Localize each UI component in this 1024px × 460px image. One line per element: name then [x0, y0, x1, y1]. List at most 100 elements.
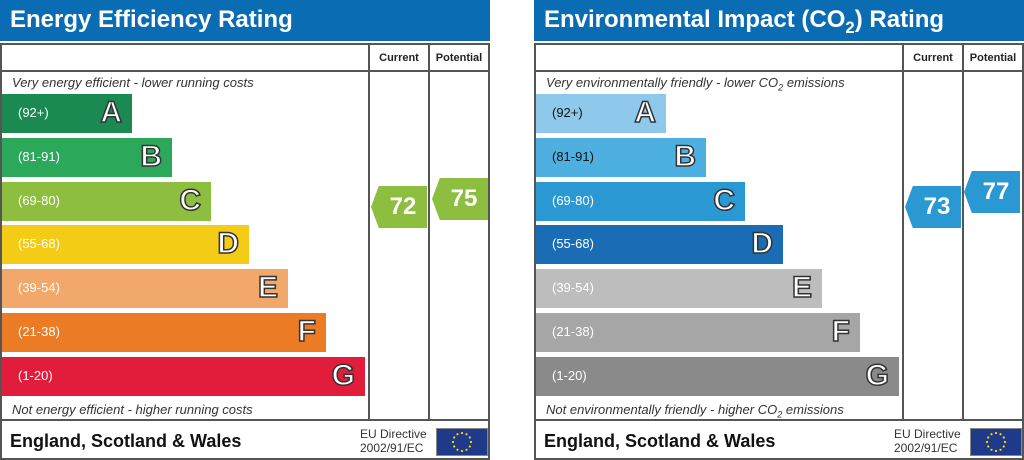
note-end: emissions: [783, 75, 845, 90]
star-icon: [990, 448, 993, 451]
eu-directive: EU Directive 2002/91/EC: [360, 427, 427, 455]
band-range: (1-20): [552, 367, 587, 383]
current-rating-value: 72: [389, 193, 417, 220]
divider: [902, 45, 904, 421]
title-text: Energy Efficiency Rating: [10, 6, 293, 33]
band-range: (1-20): [18, 367, 53, 383]
eu-line1: EU Directive: [894, 427, 961, 441]
star-icon: [453, 436, 456, 439]
star-icon: [1003, 440, 1007, 444]
band-range: (21-38): [18, 324, 60, 339]
eu-flag-icon: [970, 428, 1022, 456]
energy-efficiency-panel: Energy Efficiency Rating Current Potenti…: [0, 0, 490, 460]
top-note: Very energy efficient - lower running co…: [12, 75, 254, 90]
star-icon: [468, 436, 471, 439]
star-icon: [1002, 436, 1005, 439]
potential-header: Potential: [969, 52, 1017, 64]
star-icon: [994, 431, 998, 435]
band-f: (21-38) F: [536, 313, 860, 352]
current-header: Current: [379, 52, 419, 64]
band-range: (39-54): [552, 280, 594, 296]
star-icon: [451, 440, 455, 444]
star-icon: [987, 436, 990, 439]
current-rating-arrow: 72: [371, 186, 427, 228]
star-icon: [456, 433, 459, 436]
band-a: (92+) A: [2, 94, 132, 133]
potential-header: Potential: [435, 52, 483, 64]
star-icon: [994, 449, 998, 453]
eu-flag-icon: [436, 428, 488, 456]
star-icon: [468, 445, 471, 448]
star-icon: [456, 448, 459, 451]
panel-title: Energy Efficiency Rating: [0, 0, 490, 41]
divider: [368, 45, 370, 421]
band-range: (39-54): [18, 280, 60, 296]
note-sub: 2: [777, 409, 783, 420]
band-range: (55-68): [18, 236, 60, 252]
potential-rating-arrow: 75: [432, 178, 488, 220]
eu-directive: EU Directive 2002/91/EC: [894, 427, 961, 455]
band-letter: F: [831, 314, 851, 349]
note-text: Not environmentally friendly - higher CO: [546, 402, 778, 417]
band-letter: G: [865, 358, 890, 393]
region-label: England, Scotland & Wales: [544, 431, 776, 451]
bottom-note: Not environmentally friendly - higher CO…: [546, 402, 844, 420]
band-d: (55-68) D: [2, 225, 249, 265]
band-letter: C: [179, 183, 202, 218]
rating-table: Current Potential Very environmentally f…: [534, 43, 1024, 460]
band-b: (81-91) B: [536, 137, 706, 177]
band-g: (1-20) G: [536, 356, 899, 396]
title-sub: 2: [845, 17, 855, 37]
divider: [536, 419, 1022, 421]
band-letter: E: [791, 270, 813, 305]
potential-rating-arrow: 77: [964, 171, 1020, 213]
band-letter: D: [751, 227, 774, 262]
star-icon: [465, 433, 468, 436]
band-a: (92+) A: [536, 94, 666, 133]
title-end: ) Rating: [854, 6, 945, 33]
eu-line2: 2002/91/EC: [360, 441, 424, 455]
current-header: Current: [913, 52, 953, 64]
region-label: England, Scotland & Wales: [10, 431, 242, 451]
star-icon: [990, 433, 993, 436]
star-icon: [999, 433, 1002, 436]
title-text: Environmental Impact (CO: [544, 6, 846, 33]
current-rating-arrow: 73: [905, 186, 961, 228]
star-icon: [999, 448, 1002, 451]
band-range: (81-91): [552, 148, 594, 164]
band-letter: E: [257, 270, 279, 305]
star-icon: [469, 440, 473, 444]
divider: [536, 70, 1022, 72]
band-c: (69-80) C: [2, 181, 211, 221]
band-letter: C: [713, 183, 736, 218]
band-range: (92+): [552, 105, 583, 120]
band-letter: A: [634, 95, 657, 130]
band-e: (39-54) E: [536, 269, 822, 309]
potential-rating-value: 77: [982, 178, 1010, 205]
star-icon: [465, 448, 468, 451]
divider: [962, 45, 964, 421]
band-c: (69-80) C: [536, 181, 745, 221]
bottom-note: Not energy efficient - higher running co…: [12, 402, 253, 417]
band-d: (55-68) D: [536, 225, 783, 265]
note-text: Very environmentally friendly - lower CO: [546, 75, 779, 90]
note-end: emissions: [782, 402, 844, 417]
band-b: (81-91) B: [2, 137, 172, 177]
band-letter: G: [331, 358, 356, 393]
panel-title: Environmental Impact (CO2) Rating: [534, 0, 1024, 41]
band-range: (92+): [18, 105, 49, 120]
band-e: (39-54) E: [2, 269, 288, 309]
band-f: (21-38) F: [2, 313, 326, 352]
band-letter: D: [217, 227, 240, 262]
star-icon: [985, 440, 989, 444]
band-letter: B: [674, 139, 697, 174]
star-icon: [453, 445, 456, 448]
star-icon: [987, 445, 990, 448]
rating-table: Current Potential Very energy efficient …: [0, 43, 490, 460]
star-icon: [1002, 445, 1005, 448]
band-range: (69-80): [18, 192, 60, 208]
note-sub: 2: [778, 82, 784, 93]
top-note: Very environmentally friendly - lower CO…: [546, 75, 845, 93]
band-range: (69-80): [552, 192, 594, 208]
current-rating-value: 73: [923, 193, 951, 220]
